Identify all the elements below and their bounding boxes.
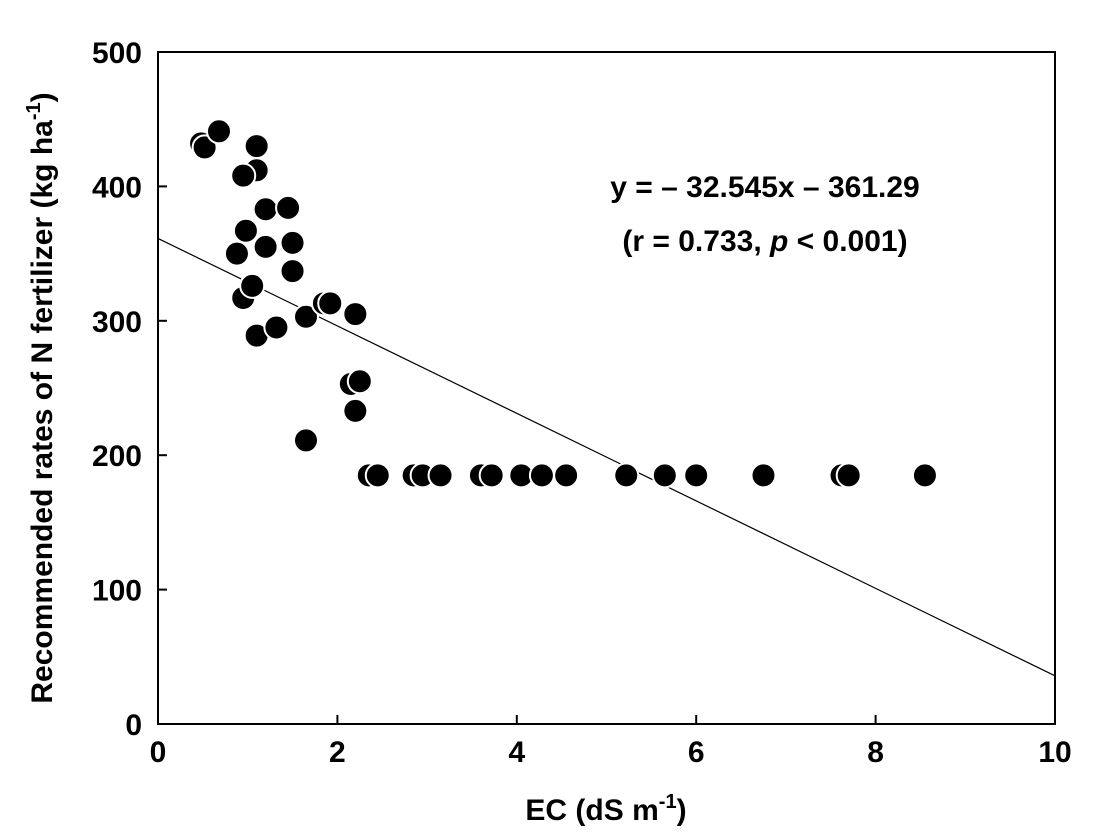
data-point [279,258,306,285]
data-point [553,462,580,489]
data-point [252,196,279,223]
y-axis-title: Recommended rates of N fertilizer (kg ha… [23,92,59,703]
x-tick-label: 8 [867,736,884,769]
data-point [293,427,320,454]
data-point [205,118,232,145]
data-point [478,462,505,489]
data-point [232,217,259,244]
y-tick-label: 100 [92,575,142,608]
y-tick-label: 0 [125,709,142,742]
x-axis-title: EC (dS m-1) [525,791,686,827]
data-point [427,462,454,489]
data-point [317,290,344,317]
data-point [613,462,640,489]
x-tick-label: 6 [688,736,705,769]
data-point [230,162,257,189]
plot-frame [157,51,1056,725]
y-tick-label: 400 [92,171,142,204]
data-points [188,118,938,489]
data-point [346,368,373,395]
equation-label: y = – 32.545x – 361.29 [610,171,919,204]
data-point [528,462,555,489]
data-point [191,134,218,161]
data-point [364,462,391,489]
x-tick-label: 10 [1038,736,1071,769]
trend-line [157,237,1056,677]
data-point [293,303,320,330]
y-tick-label: 500 [92,37,142,70]
data-point [683,462,710,489]
x-tick-label: 0 [150,736,167,769]
y-tick-label: 200 [92,440,142,473]
data-point [279,229,306,256]
data-point [239,272,266,299]
data-point [275,194,302,221]
y-axis-ticks: 0 100 200 300 400 500 [92,37,167,742]
x-tick-label: 2 [329,736,346,769]
data-point [750,462,777,489]
data-point [911,462,938,489]
data-point [835,462,862,489]
statistics-label: (r = 0.733, p < 0.001) [622,225,907,258]
data-point [263,314,290,341]
x-tick-label: 4 [508,736,525,769]
data-point [342,301,369,328]
data-point [223,240,250,267]
data-point [252,233,279,260]
data-point [342,397,369,424]
x-axis-ticks: 0 2 4 6 8 10 [150,715,1072,769]
y-tick-label: 300 [92,306,142,339]
data-point [651,462,678,489]
data-point [243,133,270,160]
